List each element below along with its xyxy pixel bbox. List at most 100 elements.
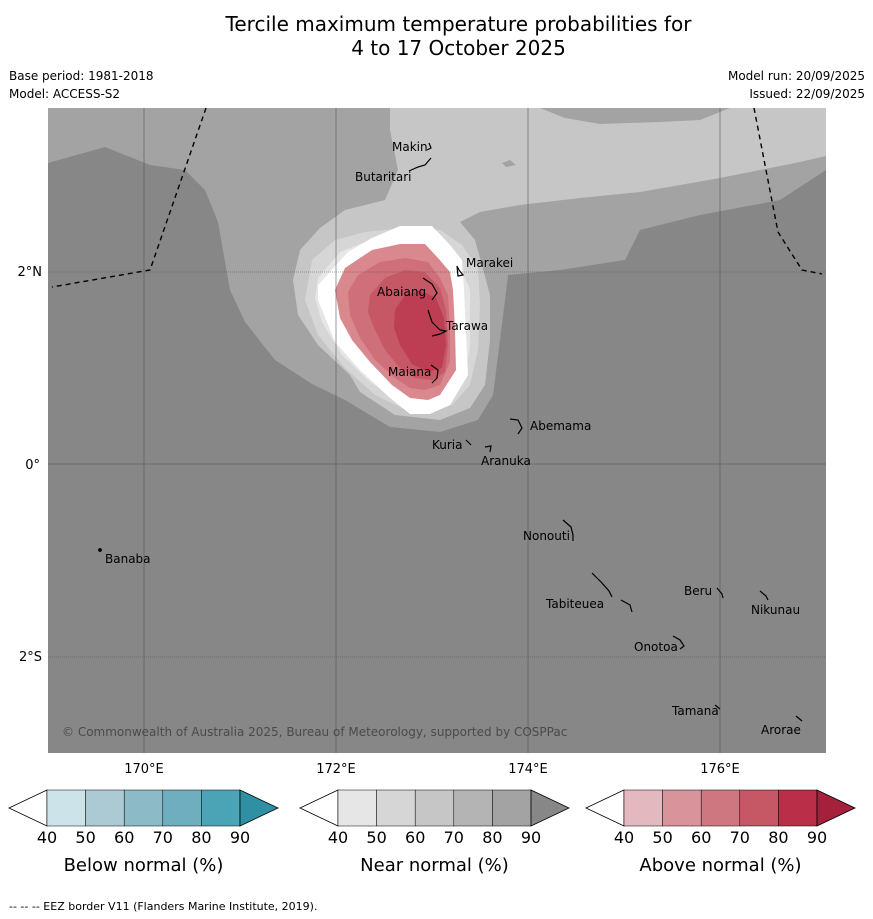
near-normal-50-spot <box>502 160 516 167</box>
label-aranuka: Aranuka <box>481 454 531 468</box>
colorbar-above-segment <box>623 789 663 827</box>
colorbar-above-tick: 90 <box>807 828 827 847</box>
colorbar-below-normal: 40 50 60 70 80 90 Below normal (%) <box>8 789 279 876</box>
colorbar-above-segment <box>739 789 779 827</box>
onotoa-atoll-icon <box>672 635 685 650</box>
colorbar-below-max-triangle <box>239 789 279 827</box>
colorbar-below-tick: 40 <box>37 828 57 847</box>
butaritari-atoll-icon <box>408 157 432 172</box>
colorbar-above-tick: 40 <box>614 828 634 847</box>
colorbar-below-tick: 60 <box>114 828 134 847</box>
title-line-2: 4 to 17 October 2025 <box>351 36 566 60</box>
label-maiana: Maiana <box>388 365 431 379</box>
colorbar-below-segment <box>46 789 86 827</box>
lon-label-170: 170°E <box>124 762 164 777</box>
colorbar-below-min-triangle <box>8 789 48 827</box>
colorbar-near-min-triangle <box>299 789 339 827</box>
aranuka-atoll-icon <box>484 445 492 453</box>
label-tabiteuea: Tabiteuea <box>545 597 604 611</box>
tabiteuea-south-icon <box>620 599 633 613</box>
colorbar-near-segment <box>414 789 455 827</box>
island-outlines <box>98 142 803 722</box>
colorbar-below-tick: 70 <box>153 828 173 847</box>
label-kuria: Kuria <box>432 438 463 452</box>
colorbar-above-tick: 50 <box>652 828 672 847</box>
colorbar-above-title: Above normal (%) <box>639 855 801 876</box>
lat-label-2s: 2°S <box>19 650 42 665</box>
colorbar-above-tick: 60 <box>691 828 711 847</box>
title-line-1: Tercile maximum temperature probabilitie… <box>225 12 692 36</box>
label-arorae: Arorae <box>761 723 801 737</box>
colorbar-below-segment <box>85 789 125 827</box>
colorbar-near-normal: 40 50 60 70 80 90 Near normal (%) <box>299 789 570 876</box>
model-name: Model: ACCESS-S2 <box>9 87 121 101</box>
issued-date: Issued: 22/09/2025 <box>749 87 865 101</box>
lon-label-172: 172°E <box>316 762 356 777</box>
chart-title: Tercile maximum temperature probabilitie… <box>0 12 873 60</box>
eez-border-east <box>753 108 823 275</box>
lon-label-176: 176°E <box>700 762 740 777</box>
tarawa-atoll-icon <box>427 309 448 337</box>
abaiang-atoll-icon <box>422 277 438 301</box>
colorbar-near-tick: 50 <box>366 828 386 847</box>
kuria-atoll-icon <box>465 439 472 446</box>
nikunau-atoll-icon <box>759 590 769 601</box>
label-tarawa: Tarawa <box>445 319 488 333</box>
colorbar-above-tick: 80 <box>768 828 788 847</box>
label-tamana: Tamana <box>671 704 719 718</box>
colorbar-above-segment <box>700 789 741 827</box>
label-beru: Beru <box>684 584 712 598</box>
probability-field: Makin Butaritari Marakei Abaiang Tarawa … <box>48 108 826 753</box>
arorae-island-icon <box>795 715 803 722</box>
colorbar-above-max-triangle <box>816 789 856 827</box>
colorbar-below-tick: 80 <box>191 828 211 847</box>
tamana-island-icon <box>714 704 721 710</box>
above-normal-70-region <box>394 290 446 372</box>
marakei-atoll-icon <box>456 265 465 277</box>
colorbar-below-tick: 50 <box>75 828 95 847</box>
label-abaiang: Abaiang <box>377 285 426 299</box>
label-marakei: Marakei <box>466 256 513 270</box>
label-nonouti: Nonouti <box>523 529 570 543</box>
colorbar-below-segment <box>201 789 241 827</box>
colorbar-above-segment <box>662 789 702 827</box>
makin-atoll-icon <box>426 142 432 151</box>
label-abemama: Abemama <box>530 419 591 433</box>
copyright-notice: © Commonwealth of Australia 2025, Bureau… <box>62 725 567 739</box>
colorbar-above-min-triangle <box>585 789 625 827</box>
label-banaba: Banaba <box>105 552 151 566</box>
colorbar-above-tick: 70 <box>730 828 750 847</box>
nonouti-atoll-icon <box>562 519 574 541</box>
colorbar-below-tick: 90 <box>230 828 250 847</box>
colorbar-near-tick: 70 <box>444 828 464 847</box>
colorbar-near-tick: 40 <box>328 828 348 847</box>
near-normal-50-notch <box>540 108 730 124</box>
colorbar-near-segment <box>453 789 493 827</box>
colorbar-above-segment <box>778 789 818 827</box>
colorbar-near-tick: 60 <box>405 828 425 847</box>
eez-border-west <box>51 108 207 288</box>
colorbar-below-title: Below normal (%) <box>64 855 224 876</box>
colorbar-below-segment <box>123 789 164 827</box>
label-butaritari: Butaritari <box>355 170 412 184</box>
eez-footnote: -- -- -- EEZ border V11 (Flanders Marine… <box>9 900 318 913</box>
colorbar-near-max-triangle <box>530 789 570 827</box>
colorbar-near-tick: 90 <box>521 828 541 847</box>
label-makin: Makin <box>392 140 428 154</box>
colorbar-near-title: Near normal (%) <box>360 855 509 876</box>
label-onotoa: Onotoa <box>634 640 678 654</box>
lat-label-2n: 2°N <box>18 265 43 280</box>
label-nikunau: Nikunau <box>751 603 800 617</box>
maiana-atoll-icon <box>430 364 439 384</box>
colorbar-near-segment <box>337 789 377 827</box>
base-period: Base period: 1981-2018 <box>9 69 154 83</box>
colorbar-near-tick: 80 <box>482 828 502 847</box>
eez-border <box>51 108 823 288</box>
beru-atoll-icon <box>716 587 724 599</box>
abemama-atoll-icon <box>509 418 523 435</box>
colorbar-above-normal: 40 50 60 70 80 90 Above normal (%) <box>585 789 856 876</box>
tabiteuea-north-icon <box>591 572 613 598</box>
colorbar-below-segment <box>162 789 202 827</box>
lat-label-0: 0° <box>25 458 40 473</box>
